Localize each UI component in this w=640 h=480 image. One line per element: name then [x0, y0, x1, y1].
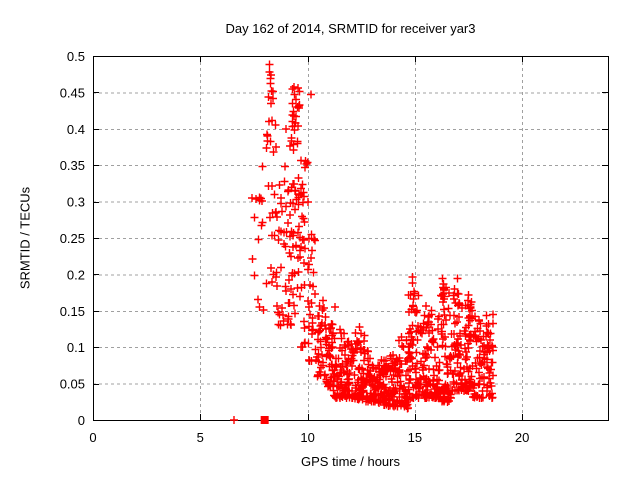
y-tick-label: 0.1	[67, 340, 85, 355]
scatter-points	[230, 60, 497, 424]
y-tick-label: 0.25	[60, 231, 85, 246]
y-tick-label: 0.05	[60, 377, 85, 392]
chart-title: Day 162 of 2014, SRMTID for receiver yar…	[225, 21, 476, 36]
y-tick-label: 0.45	[60, 85, 85, 100]
x-tick-label: 15	[408, 430, 422, 445]
y-tick-label: 0	[78, 413, 85, 428]
y-tick-label: 0.15	[60, 304, 85, 319]
x-tick-label: 0	[89, 430, 96, 445]
y-tick-label: 0.3	[67, 195, 85, 210]
x-tick-label: 20	[515, 430, 529, 445]
y-tick-label: 0.35	[60, 158, 85, 173]
y-axis-label: SRMTID / TECUs	[17, 186, 33, 290]
x-tick-label: 10	[300, 430, 314, 445]
axes-border	[93, 56, 609, 421]
y-tick-label: 0.5	[67, 49, 85, 64]
grid-lines	[93, 56, 608, 420]
tick-labels: 0 5 10 15 20 0 0.05 0.1 0.15 0.2 0.25 0.3 0.35 0.4 0.4…	[60, 49, 530, 445]
y-tick-label: 0.2	[67, 267, 85, 282]
y-tick-label: 0.4	[67, 122, 85, 137]
filled-square-marker	[260, 416, 269, 424]
x-axis-label: GPS time / hours	[301, 454, 400, 469]
x-tick-label: 5	[197, 430, 204, 445]
